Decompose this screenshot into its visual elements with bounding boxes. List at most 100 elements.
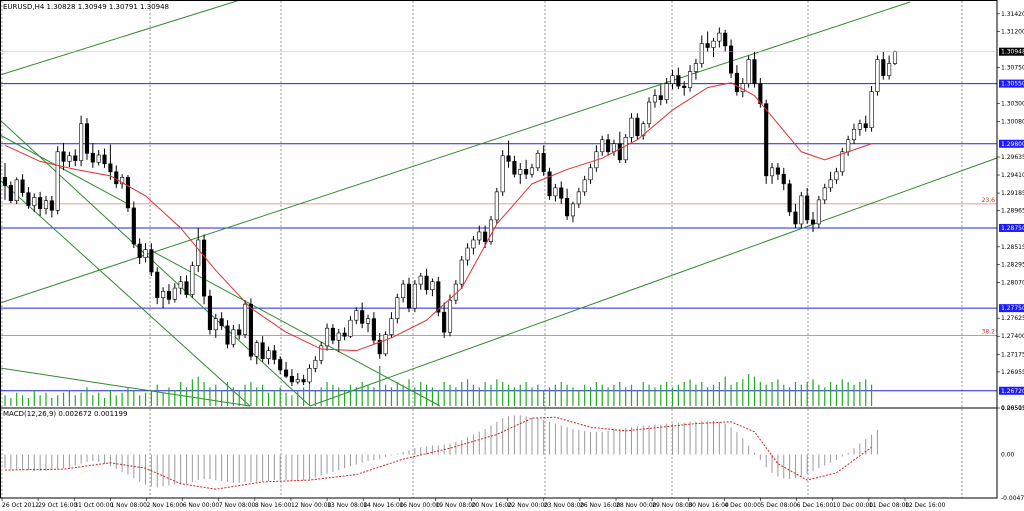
candle — [389, 312, 394, 338]
candle — [805, 187, 810, 224]
candle-body — [283, 369, 289, 377]
candle — [793, 203, 798, 228]
price-tick-label: 1.30300 — [1001, 101, 1024, 108]
candle — [565, 188, 570, 220]
candle-body — [822, 187, 827, 201]
candle — [881, 51, 886, 80]
time-tick-label: 23 Nov 08:00 — [544, 502, 585, 509]
candle — [524, 159, 529, 180]
time-tick-label: 2 Nov 16:00 — [146, 502, 183, 509]
price-tick-label: 1.28965 — [1001, 208, 1024, 215]
volume-bars — [4, 366, 873, 406]
level-tag-label: 1.29800 — [1001, 141, 1024, 148]
candle — [822, 183, 827, 204]
candle-body — [635, 117, 640, 137]
candle — [108, 144, 113, 180]
price-tick-label: 1.28295 — [1001, 261, 1024, 268]
candle-body — [272, 350, 277, 360]
candle — [617, 131, 622, 163]
candle-body — [588, 167, 593, 181]
candle-body — [746, 59, 751, 84]
candle — [406, 277, 412, 313]
candle — [728, 39, 734, 78]
candle-body — [96, 154, 101, 163]
candle-body — [723, 32, 728, 47]
candle-body — [547, 171, 552, 197]
candle-body — [769, 167, 775, 177]
time-tick-label: 6 Dec 16:00 — [797, 502, 834, 509]
candle — [278, 356, 283, 374]
candle-body — [881, 59, 886, 76]
time-tick-label: 31 Oct 00:00 — [74, 502, 113, 509]
candle — [131, 201, 136, 249]
level-tag-label: 1.26720 — [1001, 388, 1024, 395]
time-tick-label: 11 Dec 08:00 — [869, 502, 910, 509]
candle-body — [266, 350, 271, 359]
trend-line — [0, 134, 131, 206]
level-tag-label: 1.28750 — [1001, 225, 1024, 232]
candle-body — [219, 318, 224, 327]
time-tick-label: 1 Nov 08:00 — [110, 502, 147, 509]
time-tick-label: 5 Dec 08:00 — [761, 502, 798, 509]
candle-body — [582, 179, 587, 193]
candle — [705, 31, 710, 52]
candle-body — [512, 161, 517, 175]
candle-body — [365, 318, 371, 324]
candle — [465, 243, 470, 266]
candle-body — [740, 83, 745, 92]
candle-body — [348, 319, 353, 337]
candle-body — [301, 379, 306, 383]
candle — [272, 345, 277, 365]
candle-body — [412, 283, 417, 309]
candle-body — [61, 151, 66, 162]
candle-body — [237, 329, 242, 335]
candle-body — [652, 95, 657, 103]
candle-body — [606, 139, 611, 153]
candle-body — [131, 207, 136, 245]
candle-body — [459, 259, 464, 285]
price-tick-label: 1.30080 — [1001, 118, 1024, 125]
time-tick-label: 26 Nov 16:00 — [580, 502, 621, 509]
macd-tick-label: 0.00 — [1001, 452, 1015, 459]
candle — [740, 77, 745, 98]
candle-body — [383, 334, 388, 355]
candle — [120, 174, 125, 189]
level-tag — [999, 304, 1024, 313]
candle — [102, 148, 107, 168]
candle — [752, 51, 757, 88]
level-tag — [999, 139, 1024, 148]
time-tick-label: 20 Nov 16:00 — [472, 502, 513, 509]
candle — [471, 235, 476, 255]
level-tag-label: 1.27750 — [1001, 305, 1024, 312]
price-tick-label: 1.27400 — [1001, 333, 1024, 340]
candle-body — [488, 219, 494, 242]
candle — [84, 118, 90, 160]
candle-body — [172, 287, 177, 300]
candle — [307, 364, 312, 385]
candle — [266, 346, 271, 365]
candle-body — [90, 153, 95, 163]
candle — [875, 55, 880, 96]
candle-body — [79, 123, 84, 161]
candle — [488, 215, 494, 245]
candle — [588, 163, 593, 184]
candle — [787, 179, 792, 216]
level-tag-label: 1.30550 — [1001, 81, 1024, 88]
candle-body — [307, 368, 312, 383]
candle-body — [108, 163, 113, 173]
candle — [8, 181, 13, 204]
candle — [14, 177, 19, 204]
trend-line — [149, 249, 441, 407]
candle — [500, 150, 505, 196]
candle-body — [278, 359, 283, 371]
time-tick-label: 8 Nov 16:00 — [255, 502, 292, 509]
candle-body — [810, 219, 816, 225]
candle-body — [647, 101, 652, 125]
candle-body — [342, 332, 347, 337]
candle-body — [518, 169, 523, 175]
macd-signal-line — [4, 416, 872, 490]
candle-body — [430, 281, 435, 291]
candle — [49, 195, 54, 218]
candle — [734, 65, 739, 96]
